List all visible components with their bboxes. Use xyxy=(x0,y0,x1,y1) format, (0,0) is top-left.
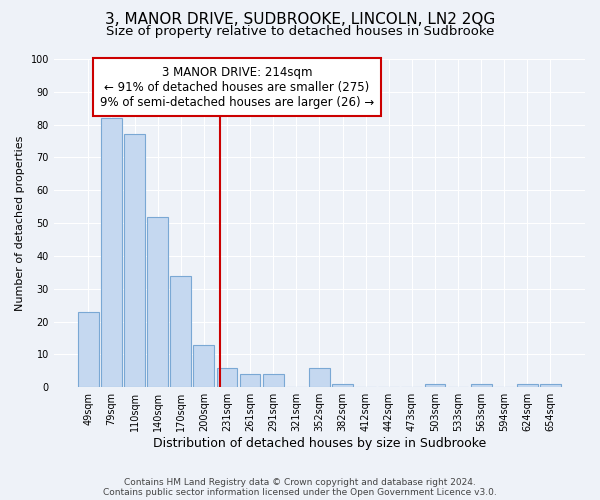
Bar xyxy=(471,384,491,387)
Bar xyxy=(517,384,538,387)
Bar xyxy=(78,312,99,387)
Text: Contains HM Land Registry data © Crown copyright and database right 2024.
Contai: Contains HM Land Registry data © Crown c… xyxy=(103,478,497,497)
Bar xyxy=(332,384,353,387)
Bar xyxy=(147,216,168,387)
Text: Size of property relative to detached houses in Sudbrooke: Size of property relative to detached ho… xyxy=(106,25,494,38)
Bar xyxy=(540,384,561,387)
Bar xyxy=(309,368,330,387)
Bar xyxy=(124,134,145,387)
Bar xyxy=(170,276,191,387)
Bar xyxy=(101,118,122,387)
Text: 3, MANOR DRIVE, SUDBROOKE, LINCOLN, LN2 2QG: 3, MANOR DRIVE, SUDBROOKE, LINCOLN, LN2 … xyxy=(105,12,495,28)
Bar xyxy=(263,374,284,387)
X-axis label: Distribution of detached houses by size in Sudbrooke: Distribution of detached houses by size … xyxy=(153,437,486,450)
Bar xyxy=(217,368,238,387)
Bar xyxy=(193,344,214,387)
Bar xyxy=(239,374,260,387)
Y-axis label: Number of detached properties: Number of detached properties xyxy=(15,136,25,311)
Bar xyxy=(425,384,445,387)
Text: 3 MANOR DRIVE: 214sqm
← 91% of detached houses are smaller (275)
9% of semi-deta: 3 MANOR DRIVE: 214sqm ← 91% of detached … xyxy=(100,66,374,108)
